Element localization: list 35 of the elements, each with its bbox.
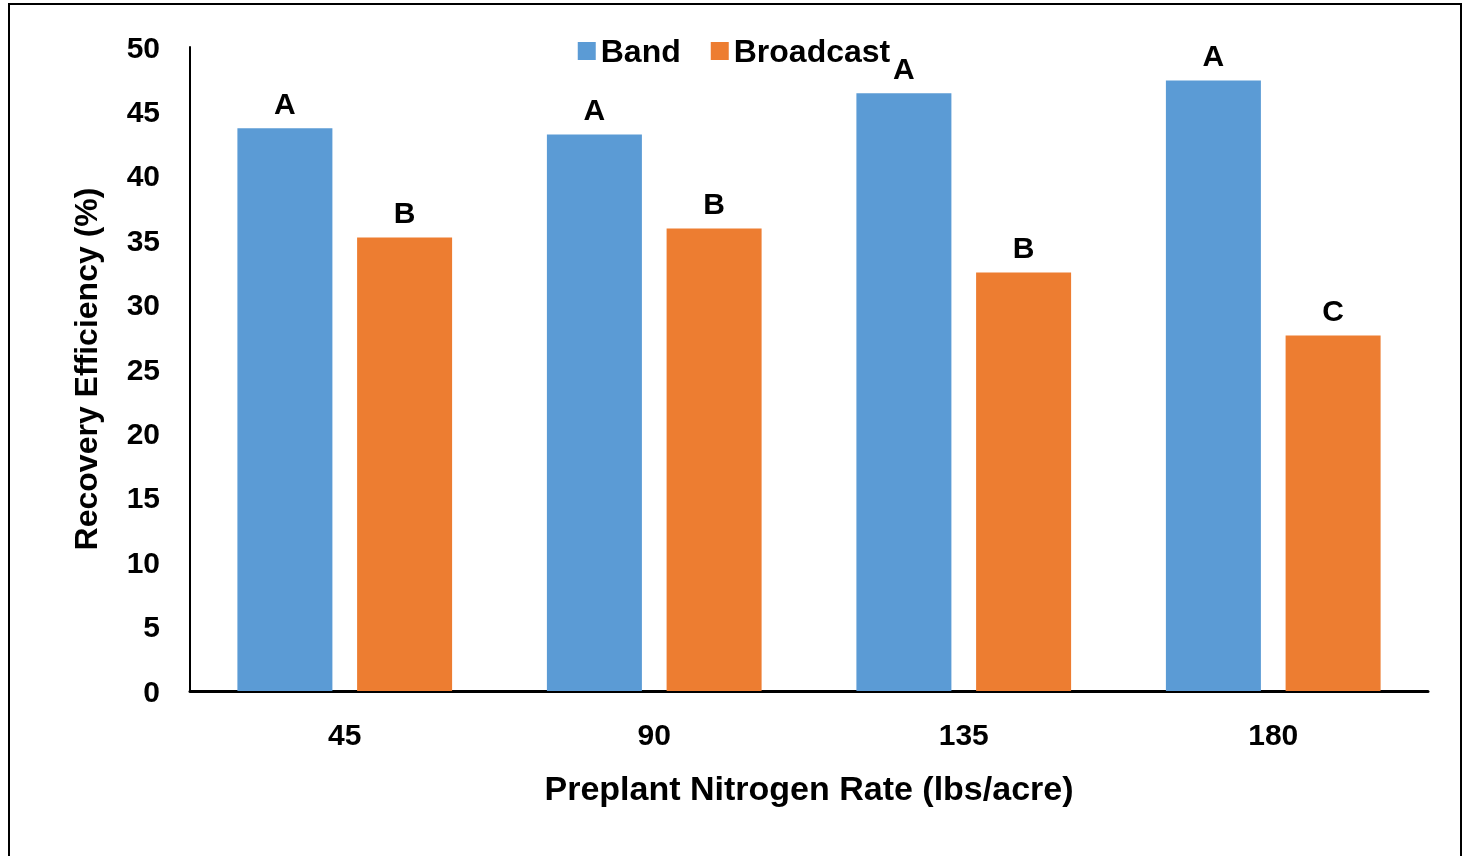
y-tick-label: 40 — [126, 159, 160, 193]
data-label: C — [1322, 294, 1344, 328]
bar — [357, 237, 453, 691]
y-tick-label: 10 — [126, 545, 160, 579]
legend-label: Band — [600, 33, 681, 69]
x-tick-label: 180 — [1248, 717, 1299, 751]
data-label: A — [893, 51, 915, 85]
data-label: B — [703, 187, 725, 221]
bar — [546, 134, 642, 691]
bar — [666, 228, 762, 691]
bar — [976, 272, 1072, 691]
y-tick-label: 25 — [126, 352, 160, 386]
x-tick-label: 45 — [328, 717, 362, 751]
y-tick-label: 50 — [126, 30, 160, 64]
data-label: A — [274, 86, 296, 120]
x-tick-label: 90 — [637, 717, 671, 751]
y-axis-title: Recovery Efficiency (%) — [68, 187, 104, 551]
data-label: A — [583, 93, 606, 127]
data-label: B — [393, 196, 416, 230]
y-tick-label: 20 — [126, 416, 160, 450]
y-tick-label: 45 — [126, 94, 160, 128]
y-tick-label: 5 — [143, 610, 160, 644]
x-tick-label: 135 — [938, 717, 989, 751]
bar — [856, 93, 952, 691]
y-tick-label: 30 — [126, 288, 160, 322]
bar — [1165, 80, 1261, 691]
data-label: B — [1012, 230, 1035, 264]
bar — [1285, 335, 1381, 691]
legend-label: Broadcast — [733, 33, 891, 69]
bar — [237, 128, 333, 691]
y-tick-label: 0 — [143, 674, 160, 708]
y-tick-label: 35 — [126, 223, 160, 257]
y-tick-label: 15 — [126, 481, 160, 515]
x-axis-title: Preplant Nitrogen Rate (lbs/acre) — [544, 769, 1074, 807]
data-label: A — [1202, 38, 1225, 72]
